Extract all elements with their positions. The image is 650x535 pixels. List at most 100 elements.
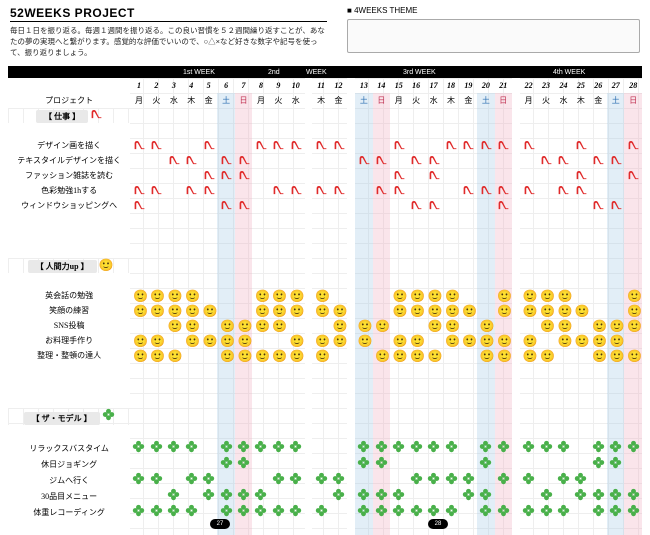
- day-cell[interactable]: [130, 153, 147, 168]
- day-cell[interactable]: [165, 138, 182, 153]
- day-cell[interactable]: [520, 153, 537, 168]
- day-cell[interactable]: [390, 198, 407, 213]
- day-cell[interactable]: [407, 472, 424, 488]
- day-cell[interactable]: [425, 198, 442, 213]
- day-cell[interactable]: [183, 504, 200, 520]
- day-cell[interactable]: [425, 183, 442, 198]
- day-cell[interactable]: [607, 472, 624, 488]
- day-cell[interactable]: 🙂: [130, 348, 147, 363]
- day-cell[interactable]: 🙂: [555, 333, 572, 348]
- day-cell[interactable]: [165, 440, 182, 456]
- day-cell[interactable]: [537, 168, 554, 183]
- day-cell[interactable]: [287, 504, 304, 520]
- day-cell[interactable]: [425, 488, 442, 504]
- day-cell[interactable]: [537, 198, 554, 213]
- day-cell[interactable]: [312, 153, 329, 168]
- day-cell[interactable]: [425, 333, 442, 348]
- day-cell[interactable]: [373, 440, 390, 456]
- day-cell[interactable]: [590, 183, 607, 198]
- day-cell[interactable]: [407, 138, 424, 153]
- day-cell[interactable]: [287, 456, 304, 472]
- day-cell[interactable]: [373, 138, 390, 153]
- day-cell[interactable]: 🙂: [287, 348, 304, 363]
- day-cell[interactable]: [407, 456, 424, 472]
- day-cell[interactable]: [520, 472, 537, 488]
- day-cell[interactable]: 🙂: [235, 318, 252, 333]
- day-cell[interactable]: [373, 333, 390, 348]
- day-cell[interactable]: [442, 456, 459, 472]
- day-cell[interactable]: [183, 488, 200, 504]
- day-cell[interactable]: [373, 288, 390, 303]
- day-cell[interactable]: [165, 472, 182, 488]
- day-cell[interactable]: [373, 456, 390, 472]
- day-cell[interactable]: [607, 456, 624, 472]
- day-cell[interactable]: [442, 153, 459, 168]
- day-cell[interactable]: [183, 183, 200, 198]
- day-cell[interactable]: 🙂: [607, 333, 624, 348]
- day-cell[interactable]: [200, 348, 217, 363]
- day-cell[interactable]: [200, 488, 217, 504]
- day-cell[interactable]: [590, 303, 607, 318]
- day-cell[interactable]: 🙂: [425, 348, 442, 363]
- day-cell[interactable]: [217, 168, 234, 183]
- day-cell[interactable]: [460, 456, 477, 472]
- day-cell[interactable]: 🙂: [270, 288, 287, 303]
- day-cell[interactable]: [165, 333, 182, 348]
- day-cell[interactable]: [312, 456, 329, 472]
- day-cell[interactable]: [373, 472, 390, 488]
- day-cell[interactable]: [200, 456, 217, 472]
- day-cell[interactable]: [200, 472, 217, 488]
- day-cell[interactable]: [555, 183, 572, 198]
- day-cell[interactable]: 🙂: [270, 318, 287, 333]
- day-cell[interactable]: [312, 488, 329, 504]
- day-cell[interactable]: 🙂: [165, 318, 182, 333]
- day-cell[interactable]: 🙂: [183, 303, 200, 318]
- day-cell[interactable]: [590, 504, 607, 520]
- day-cell[interactable]: 🙂: [252, 318, 269, 333]
- day-cell[interactable]: [460, 153, 477, 168]
- day-cell[interactable]: [330, 183, 347, 198]
- day-cell[interactable]: [183, 456, 200, 472]
- day-cell[interactable]: [287, 488, 304, 504]
- day-cell[interactable]: [407, 153, 424, 168]
- day-cell[interactable]: 🙂: [607, 318, 624, 333]
- day-cell[interactable]: [235, 168, 252, 183]
- day-cell[interactable]: [572, 472, 589, 488]
- day-cell[interactable]: [477, 504, 494, 520]
- day-cell[interactable]: [460, 348, 477, 363]
- day-cell[interactable]: [183, 472, 200, 488]
- day-cell[interactable]: 🙂: [460, 303, 477, 318]
- day-cell[interactable]: 🙂: [590, 318, 607, 333]
- day-cell[interactable]: [572, 198, 589, 213]
- day-cell[interactable]: [130, 472, 147, 488]
- day-cell[interactable]: [520, 318, 537, 333]
- day-cell[interactable]: 🙂: [477, 348, 494, 363]
- day-cell[interactable]: [235, 440, 252, 456]
- day-cell[interactable]: [390, 504, 407, 520]
- day-cell[interactable]: [390, 318, 407, 333]
- day-cell[interactable]: [390, 488, 407, 504]
- day-cell[interactable]: 🙂: [330, 303, 347, 318]
- day-cell[interactable]: 🙂: [373, 318, 390, 333]
- day-cell[interactable]: [495, 153, 512, 168]
- day-cell[interactable]: [425, 138, 442, 153]
- day-cell[interactable]: 🙂: [252, 348, 269, 363]
- day-cell[interactable]: [477, 472, 494, 488]
- day-cell[interactable]: 🙂: [590, 348, 607, 363]
- day-cell[interactable]: [460, 138, 477, 153]
- day-cell[interactable]: [355, 348, 372, 363]
- day-cell[interactable]: [355, 183, 372, 198]
- day-cell[interactable]: [312, 198, 329, 213]
- day-cell[interactable]: [312, 183, 329, 198]
- day-cell[interactable]: [572, 318, 589, 333]
- day-cell[interactable]: 🙂: [495, 348, 512, 363]
- day-cell[interactable]: [477, 488, 494, 504]
- day-cell[interactable]: 🙂: [537, 318, 554, 333]
- day-cell[interactable]: [442, 504, 459, 520]
- day-cell[interactable]: [355, 168, 372, 183]
- day-cell[interactable]: [572, 288, 589, 303]
- day-cell[interactable]: 🙂: [200, 333, 217, 348]
- day-cell[interactable]: 🙂: [200, 303, 217, 318]
- day-cell[interactable]: [495, 168, 512, 183]
- day-cell[interactable]: [165, 504, 182, 520]
